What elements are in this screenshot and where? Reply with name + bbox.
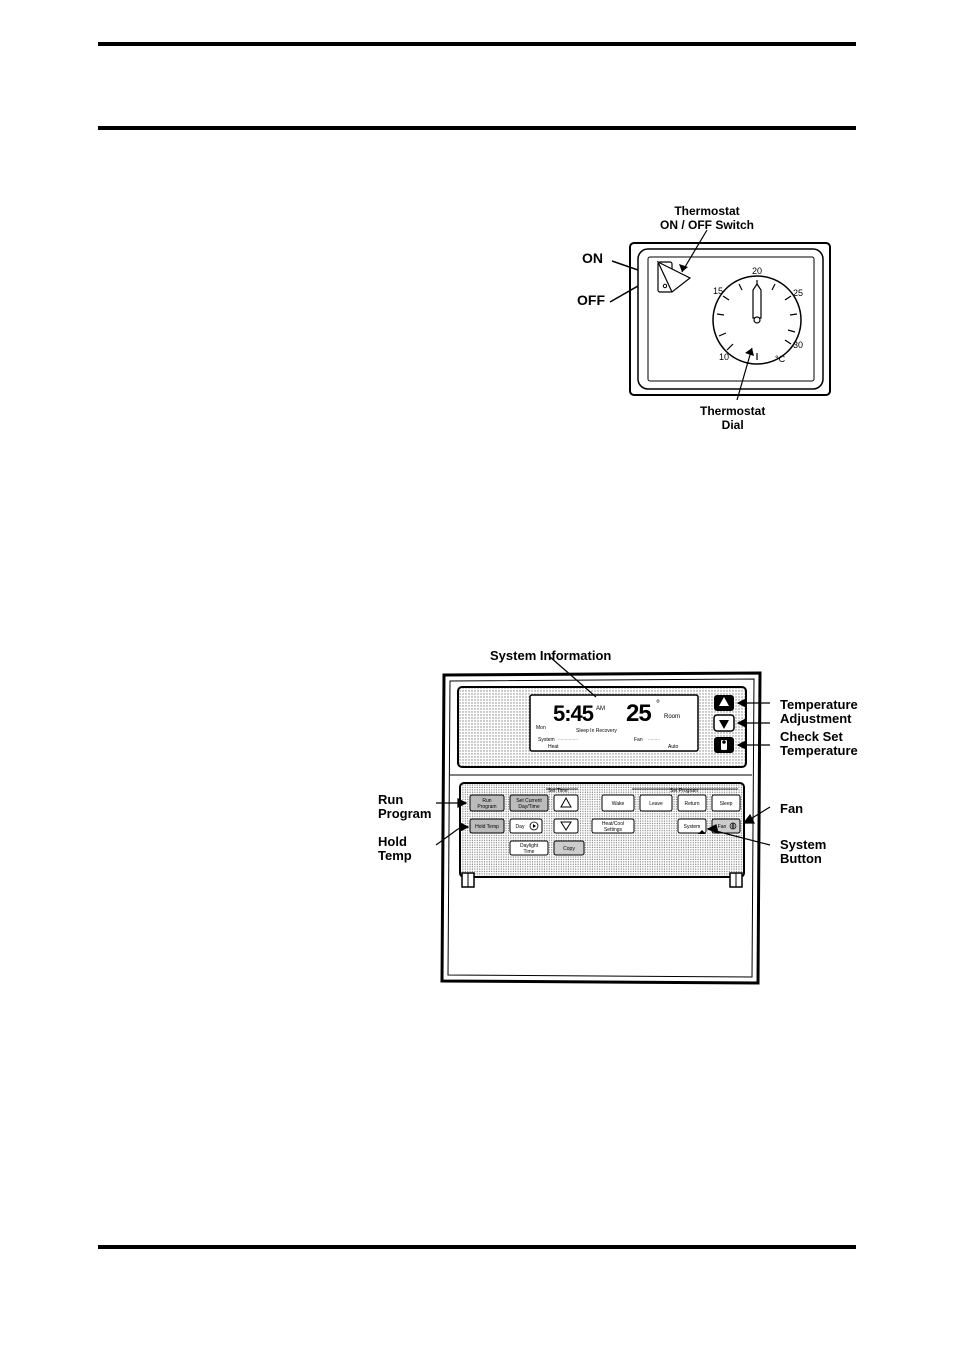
rule-bottom — [98, 1245, 856, 1249]
dial-10: 10 — [719, 352, 729, 362]
lcd-auto: Auto — [668, 744, 679, 750]
btn-fan: Fan — [718, 824, 727, 830]
btn-setcurrent-l2: Day/Time — [518, 804, 539, 810]
lcd-room: Room — [664, 714, 680, 720]
lcd-sleep-recovery: Sleep In Recovery — [576, 728, 617, 734]
lcd-deg: ° — [656, 699, 660, 710]
page: ThermostatON / OFF Switch ON OFF Thermos… — [0, 0, 954, 1351]
btn-day: Day — [516, 824, 525, 830]
lcd-system-r: Fan — [634, 737, 643, 743]
rule-mid — [98, 126, 856, 130]
prog-thermostat-svg: make 5:45 AM 25 ° Room Mon Sleep In Reco… — [378, 645, 878, 1045]
hdr-set-time: Set Time — [548, 788, 568, 794]
btn-system: System — [684, 824, 701, 830]
dial-30: 30 — [793, 340, 803, 350]
dial-20: 20 — [752, 266, 762, 276]
lcd-time: 5:45 — [553, 701, 594, 726]
lcd-temp: 25 — [626, 700, 651, 727]
lcd-day: Mon — [536, 725, 546, 731]
btn-run-program-l2: Program — [477, 804, 496, 810]
lcd-heat: Heat — [548, 744, 559, 750]
btn-hold-temp: Hold Temp — [475, 824, 499, 830]
svg-text:···············: ··············· — [558, 737, 578, 742]
lcd-system-l: System — [538, 737, 555, 743]
figure-1: ThermostatON / OFF Switch ON OFF Thermos… — [572, 200, 862, 440]
hdr-set-program: Set Program — [670, 788, 698, 794]
rule-top — [98, 42, 856, 46]
dial-deg: °C — [775, 354, 786, 364]
btn-return: Return — [684, 801, 699, 807]
dial-15: 15 — [713, 286, 723, 296]
thermostat-dial-svg: 10 15 20 25 30 °C — [572, 200, 862, 440]
btn-wake: Wake — [612, 801, 625, 807]
btn-daylight-l2: Time — [524, 849, 535, 855]
btn-sleep: Sleep — [720, 801, 733, 807]
btn-leave: Leave — [649, 801, 663, 807]
btn-heatcool-l2: Settings — [604, 827, 623, 833]
dial-25: 25 — [793, 288, 803, 298]
btn-copy: Copy — [563, 846, 575, 852]
lcd-ampm: AM — [596, 706, 605, 712]
svg-text:·········: ········· — [648, 737, 660, 742]
figure-2: make 5:45 AM 25 ° Room Mon Sleep In Reco… — [378, 645, 878, 1045]
